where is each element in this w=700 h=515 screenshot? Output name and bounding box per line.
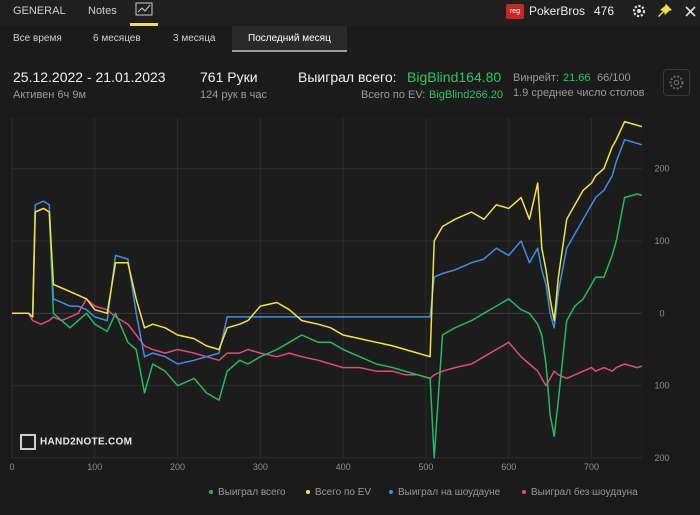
legend-won-label: Выиграл всего [218,487,286,498]
chart-area: 0 100 200 300 400 500 600 700 200 100 0 100 200 HAND… [0,112,700,515]
legend-ev-marker [306,490,310,495]
series-ev-line [12,120,643,358]
plot-background [12,118,642,458]
legend-won[interactable]: Выиграл всего [209,487,286,498]
pin-icon[interactable] [657,3,673,19]
won-total-label: Выиграл всего: [298,69,397,85]
close-icon[interactable] [683,3,697,19]
legend-nonshowdown[interactable]: Выиграл без шоудауна [522,487,638,498]
avg-tables: 1.9 среднее число столов [513,87,645,99]
x-tick-label: 400 [336,462,351,472]
site-badge: reg [506,4,524,19]
legend-nonshowdown-label: Выиграл без шоудауна [531,487,638,498]
gear-icon[interactable] [631,3,647,19]
legend-ev[interactable]: Всего по EV [306,487,371,498]
x-tick-label: 500 [418,462,433,472]
site-name: PokerBros [529,4,586,18]
winrate-value: 21.66 [563,72,591,84]
hands-count: 476 [594,4,615,18]
tab-graph[interactable] [128,0,160,26]
period-6-months[interactable]: 6 месяцев [93,33,141,44]
series-showdown-line [12,138,643,365]
tab-general[interactable]: GENERAL [13,5,66,17]
y-tick-label: 100 [654,381,669,391]
legend-ev-label: Всего по EV [315,487,372,498]
legend-showdown-label: Выиграл на шоудауне [398,487,501,498]
x-tick-label: 0 [9,462,14,472]
period-all-time[interactable]: Все время [13,33,62,44]
x-tick-label: 300 [253,462,268,472]
x-tick-label: 700 [584,462,599,472]
ev-total-label: Всего по EV: [361,89,426,101]
winrate-unit: 66/100 [597,72,631,84]
y-tick-label: 0 [659,308,664,318]
x-tick-label: 100 [87,462,102,472]
active-tab-indicator [130,23,158,26]
y-tick-label: 100 [654,236,669,246]
y-tick-label: 200 [654,164,669,174]
y-tick-label: 200 [654,453,669,463]
top-bar: GENERAL Notes reg PokerBros 476 [0,0,700,26]
series-nonshowdown-line [12,298,643,387]
ev-total-value: BigBlind266.20 [429,89,504,101]
legend-showdown[interactable]: Выиграл на шоудауне [389,487,500,498]
period-3-months[interactable]: 3 месяца [173,33,216,44]
settings-icon [669,75,684,90]
grid [11,118,642,459]
hands-total: 761 Руки [200,69,258,85]
x-tick-label: 200 [170,462,185,472]
legend-showdown-marker [389,490,393,495]
period-bar: Все время 6 месяцев 3 месяца Последний м… [0,26,700,52]
hand2note-logo: HAND2NOTE.COM [20,434,132,450]
period-active-underline [232,50,347,52]
active-time: Активен 6ч 9м [13,89,87,101]
winrate-label: Винрейт: [513,72,560,84]
period-last-month[interactable]: Последний месяц [248,33,331,44]
profit-chart[interactable]: 0 100 200 300 400 500 600 700 200 100 0 100 200 [0,112,700,515]
logo-mark-icon [20,434,36,450]
series-group [12,120,643,459]
period-active-bg [232,26,347,52]
x-tick-label: 600 [501,462,516,472]
date-range: 25.12.2022 - 21.01.2023 [13,69,166,85]
logo-text: HAND2NOTE.COM [40,436,133,448]
hands-per-hour: 124 рук в час [200,89,268,101]
chart-settings-button[interactable] [663,69,690,96]
legend-won-marker [209,490,213,495]
stats-panel: 25.12.2022 - 21.01.2023 Активен 6ч 9м 76… [0,52,700,112]
series-won-line [12,193,643,459]
tab-notes[interactable]: Notes [88,5,117,17]
chart-icon [135,2,153,16]
tick-labels: 0 100 200 300 400 500 600 700 200 100 0 100 200 [9,164,669,472]
legend-nonshowdown-marker [522,490,526,495]
won-total-value: BigBlind164.80 [407,69,502,85]
